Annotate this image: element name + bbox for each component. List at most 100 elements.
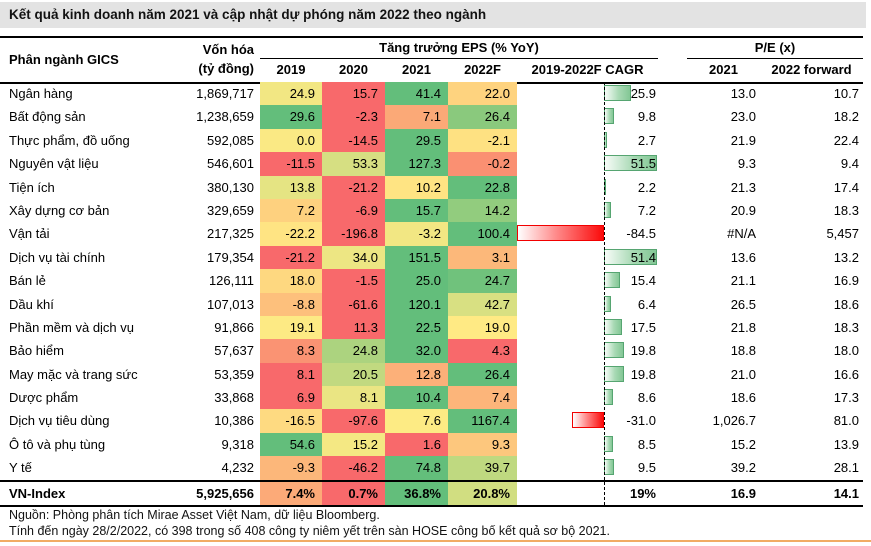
marketcap-cell: 1,238,659 (196, 109, 254, 125)
cagr-bar (516, 225, 604, 242)
cagr-cell: 25.9 (517, 82, 658, 105)
eps-cell-2019: 8.3 (260, 339, 322, 363)
eps-cell-2021: 1.6 (385, 432, 448, 457)
sector-cell: Vận tải (9, 226, 50, 242)
cagr-bar (604, 155, 658, 172)
cagr-cell: 17.5 (517, 316, 658, 339)
eps-cell-2019: 7.2 (260, 198, 322, 223)
eps-cell-2022f: 22.0 (448, 82, 517, 106)
marketcap-cell: 592,085 (207, 132, 254, 148)
eps-cell-2022f: 19.0 (448, 315, 517, 340)
spacer-cell (658, 246, 687, 269)
eps-cell-2022f: 24.7 (448, 269, 517, 293)
table-body: Ngân hàng 1,869,717 24.9 15.7 41.4 22.0 25.9 13… (0, 82, 863, 507)
table-row: VN-Index 5,925,656 7.4% 0.7% 36.8% 20.8% 19% 16… (0, 481, 863, 505)
eps-cell-2019: -9.3 (260, 456, 322, 480)
cagr-cell: -31.0 (517, 409, 658, 432)
eps-cell-2021: 36.8% (385, 481, 448, 505)
cagr-cell: 51.5 (517, 152, 658, 175)
table-row: May mặc và trang sức 53,359 8.1 20.5 12.8 26.… (0, 362, 863, 387)
eps-cell-2020: 53.3 (322, 152, 385, 176)
cagr-cell: 9.8 (517, 105, 658, 128)
cagr-bar (604, 365, 625, 382)
pe-2022forward-cell: 18.2 (833, 109, 859, 125)
marketcap-cell: 57,637 (214, 343, 254, 359)
pe-2022forward-cell: 16.6 (833, 366, 859, 382)
eps-cell-2022f: 39.7 (448, 456, 517, 480)
pe-2021-cell: 39.2 (730, 460, 756, 476)
marketcap-cell: 1,869,717 (196, 86, 254, 101)
eps-cell-2021: 29.5 (385, 128, 448, 153)
marketcap-cell: 5,925,656 (196, 485, 254, 501)
bottom-rule (0, 540, 871, 542)
eps-cell-2021: 151.5 (385, 245, 448, 270)
cagr-cell: 8.6 (517, 386, 658, 409)
pe-2021-cell: #N/A (727, 226, 756, 242)
cagr-cell: 15.4 (517, 269, 658, 292)
pe-2021-cell: 23.0 (730, 109, 756, 125)
eps-cell-2020: -97.6 (322, 409, 385, 433)
eps-cell-2021: 7.1 (385, 105, 448, 129)
spacer-cell (658, 409, 687, 432)
bar-axis-line (603, 82, 605, 505)
cagr-value: 19.8 (630, 343, 656, 359)
pe-2022forward-cell: 17.3 (833, 390, 859, 406)
eps-cell-2022f: -0.2 (448, 152, 517, 176)
col-header-pe-2021: 2021 (709, 62, 738, 77)
marketcap-cell: 4,232 (221, 460, 254, 476)
table-row: Y tế 4,232 -9.3 -46.2 74.8 39.7 9.5 39.2 28.1 (0, 456, 863, 480)
eps-cell-2021: 22.5 (385, 315, 448, 340)
marketcap-cell: 546,601 (207, 156, 254, 172)
col-header-pe-2022forward: 2022 forward (771, 62, 852, 77)
eps-cell-2020: -21.2 (322, 175, 385, 199)
eps-cell-2021: -3.2 (385, 222, 448, 246)
pe-2021-cell: 18.8 (730, 343, 756, 359)
sector-cell: Nguyên vật liệu (9, 156, 99, 172)
eps-cell-2019: 19.1 (260, 315, 322, 340)
eps-cell-2020: -46.2 (322, 456, 385, 480)
eps-cell-2021: 41.4 (385, 82, 448, 106)
table-row: Dịch vụ tiêu dùng 10,386 -16.5 -97.6 7.6 1167… (0, 409, 863, 433)
eps-cell-2020: -14.5 (322, 128, 385, 153)
eps-cell-2022f: 7.4 (448, 386, 517, 410)
footer-notes: Nguồn: Phòng phân tích Mirae Asset Việt … (9, 508, 610, 539)
cagr-value: 9.5 (637, 460, 656, 476)
spacer-cell (658, 176, 687, 199)
eps-cell-2019: 29.6 (260, 105, 322, 129)
sector-cell: Phần mềm và dịch vụ (9, 319, 135, 335)
spacer-cell (658, 316, 687, 339)
eps-cell-2019: 8.1 (260, 362, 322, 387)
spacer-cell (658, 386, 687, 409)
marketcap-cell: 126,111 (208, 273, 254, 289)
footer-note: Tính đến ngày 28/2/2022, có 398 trong số… (9, 523, 610, 538)
sector-cell: Ô tô và phụ tùng (9, 436, 106, 452)
table-row: Tiện ích 380,130 13.8 -21.2 10.2 22.8 2.2 21.3 1… (0, 175, 863, 199)
eps-cell-2022f: 1167.4 (448, 409, 517, 433)
pe-2021-cell: 16.9 (730, 485, 756, 501)
pe-2022forward-cell: 18.0 (833, 343, 859, 359)
eps-cell-2019: 18.0 (260, 269, 322, 293)
sector-cell: Dịch vụ tài chính (9, 249, 106, 265)
eps-cell-2019: 7.4% (260, 481, 322, 505)
pe-2022forward-cell: 9.4 (840, 156, 859, 172)
cagr-value: 6.4 (637, 296, 656, 312)
cagr-value: 51.5 (630, 156, 656, 172)
cagr-value: 19% (629, 485, 656, 501)
eps-cell-2021: 120.1 (385, 292, 448, 316)
footer-source: Nguồn: Phòng phân tích Mirae Asset Việt … (9, 508, 380, 522)
pe-2022forward-cell: 13.2 (833, 249, 859, 265)
col-header-2022f: 2022F (464, 62, 501, 77)
cagr-value: -84.5 (626, 226, 656, 242)
cagr-value: 2.2 (637, 179, 656, 195)
pe-2021-cell: 18.6 (730, 390, 756, 406)
table-row: Bán lẻ 126,111 18.0 -1.5 25.0 24.7 15.4 21.1 16.… (0, 269, 863, 293)
eps-cell-2020: 24.8 (322, 339, 385, 363)
spacer-cell (658, 363, 687, 386)
sector-cell: Bảo hiểm (9, 343, 64, 359)
marketcap-cell: 329,659 (207, 202, 254, 218)
sector-cell: Dược phẩm (9, 390, 79, 406)
sector-cell: VN-Index (9, 485, 66, 501)
sector-cell: Thực phẩm, đồ uống (9, 132, 130, 148)
cagr-value: 8.6 (637, 390, 656, 406)
table-header: Phân ngành GICS Vốn hóa (tỷ đồng) Tăng t… (0, 36, 863, 84)
